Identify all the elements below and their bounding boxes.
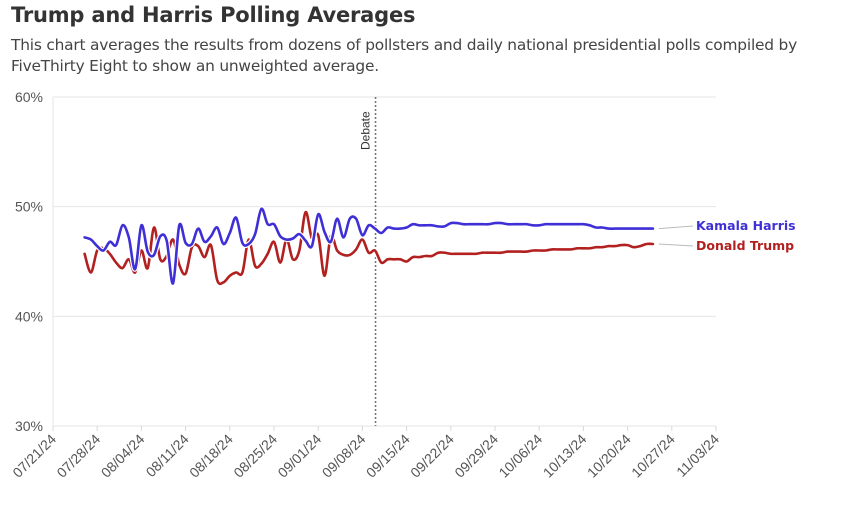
x-tick-label: 09/29/24	[451, 431, 501, 481]
trump-label-connector	[658, 243, 694, 247]
series-line-kamala-harris	[83, 207, 655, 285]
chart-subtitle: This chart averages the results from doz…	[11, 36, 798, 75]
y-tick-label: 40%	[15, 308, 43, 324]
gridlines	[52, 96, 716, 427]
x-tick-label: 07/28/24	[53, 431, 103, 481]
x-tick-label: 10/06/24	[495, 431, 545, 481]
y-tick-label: 50%	[15, 199, 43, 215]
x-tick-label: 08/04/24	[98, 431, 148, 481]
y-tick-label: 60%	[15, 89, 43, 105]
x-tick-label: 08/11/24	[143, 431, 192, 480]
series-labels: Kamala Harris Donald Trump	[658, 218, 796, 253]
series-line-donald-trump	[83, 210, 655, 286]
x-tick-label: 10/27/24	[628, 431, 678, 481]
x-tick-label: 10/20/24	[584, 431, 634, 481]
y-tick-label: 30%	[15, 418, 43, 434]
debate-label: Debate	[359, 111, 373, 150]
series-lines	[82, 206, 655, 287]
series-label-trump: Donald Trump	[696, 238, 794, 253]
x-tick-label: 11/03/24	[673, 431, 722, 480]
x-tick-label: 09/15/24	[363, 431, 413, 481]
harris-label-connector	[658, 225, 694, 230]
x-tick-label: 07/21/24	[9, 431, 59, 481]
annotations: Debate	[359, 97, 377, 426]
x-tick-label: 09/22/24	[407, 431, 457, 481]
x-tick-label: 09/08/24	[319, 431, 369, 481]
series-label-harris: Kamala Harris	[696, 218, 796, 233]
y-axis: 30% 40% 50% 60%	[15, 89, 43, 434]
x-tick-label: 08/25/24	[230, 431, 280, 481]
chart-title: Trump and Harris Polling Averages	[11, 3, 416, 27]
x-axis: 07/21/2407/28/2408/04/2408/11/2408/18/24…	[9, 426, 722, 481]
x-tick-label: 09/01/24	[274, 431, 324, 481]
x-tick-label: 08/18/24	[186, 431, 236, 481]
x-tick-label: 10/13/24	[540, 431, 590, 481]
